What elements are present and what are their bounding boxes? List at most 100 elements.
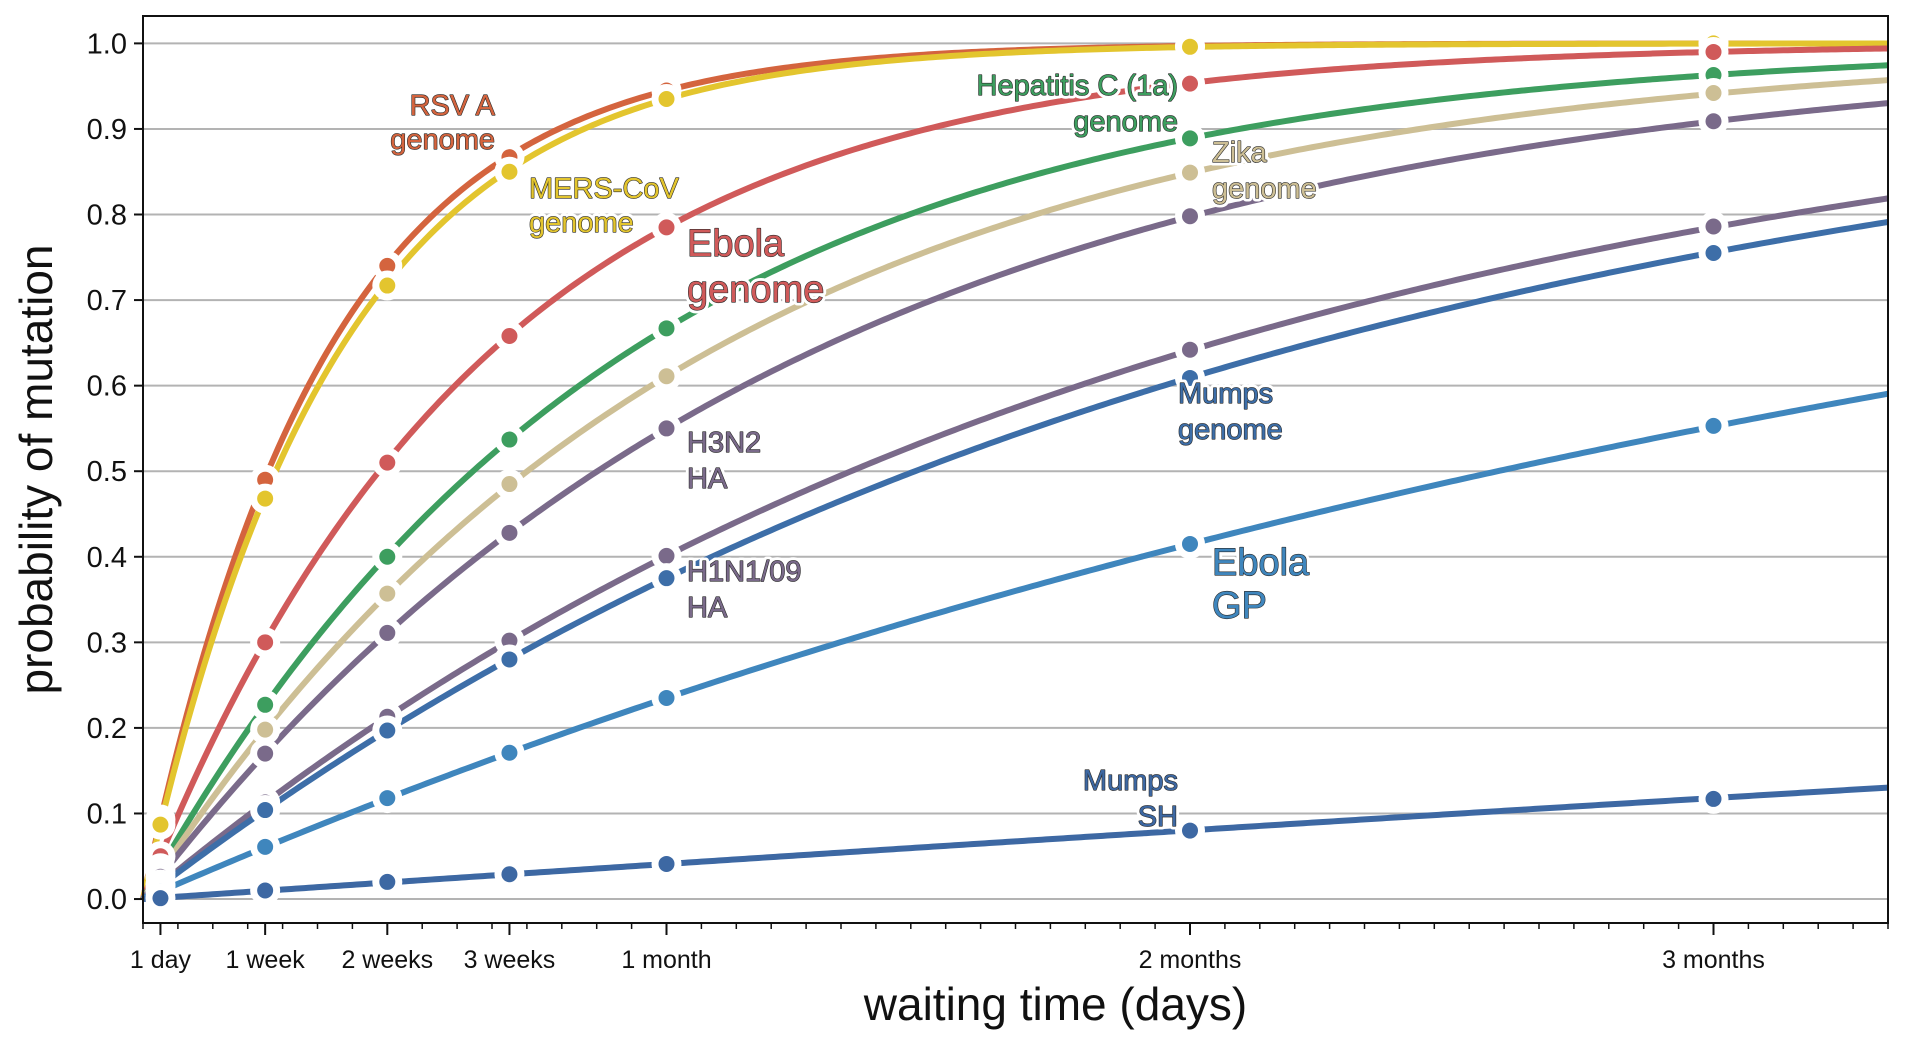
data-point: [658, 420, 675, 437]
data-point: [379, 585, 396, 602]
series-label: Ebola: [687, 223, 785, 265]
series-label-halo: genome: [1073, 106, 1178, 138]
data-point: [1705, 43, 1722, 60]
series-label-halo: genome: [529, 207, 634, 239]
series-label: Ebola: [1212, 542, 1310, 584]
x-tick-label: 3 months: [1662, 946, 1765, 974]
data-point: [257, 696, 274, 713]
x-tick-label: 1 day: [130, 946, 192, 974]
series-label: genome: [687, 269, 824, 311]
data-point: [379, 454, 396, 471]
series-label: Hepatitis C (1a): [977, 70, 1178, 102]
data-point: [658, 855, 675, 872]
data-point: [257, 838, 274, 855]
data-point: [501, 744, 518, 761]
series-label: genome: [1178, 414, 1283, 446]
data-point: [1182, 130, 1198, 147]
series-label: Mumps: [1178, 378, 1273, 410]
series-line: [142, 784, 1889, 903]
data-point: [1182, 369, 1198, 386]
series-line: [141, 390, 1889, 902]
data-point: [379, 873, 396, 890]
data-point: [379, 790, 396, 807]
y-axis-title: probability of mutation: [10, 244, 62, 694]
series-label-halo: genome: [1178, 414, 1283, 446]
series-label: SH: [1138, 801, 1178, 833]
series-line: [140, 40, 1888, 900]
series-label: GP: [1212, 585, 1267, 627]
data-point: [501, 632, 518, 649]
series-line: [140, 77, 1889, 901]
y-axis: 0.0 0.1 0.2 0.3 0.4 0.5 0.6 0.7 0.8 0.9 1.0: [87, 28, 143, 916]
series-label-halo: Mumps: [1178, 378, 1273, 410]
data-point: [1182, 822, 1198, 839]
series-curves: [140, 40, 1889, 903]
data-point: [257, 634, 274, 651]
data-point: [257, 882, 274, 899]
series-label-halo: Mumps: [1083, 765, 1178, 797]
series-line: [140, 45, 1889, 901]
data-point: [1182, 208, 1198, 225]
data-point: [658, 570, 675, 587]
series-label: H1N1/09: [687, 556, 801, 588]
gridlines: [143, 42, 1888, 901]
series-label: H3N2: [687, 427, 761, 459]
x-tick-label: 1 week: [226, 946, 306, 974]
data-point: [1182, 38, 1198, 55]
data-point: [501, 651, 518, 668]
series-line: [140, 62, 1889, 901]
series-label-halo: genome: [687, 269, 824, 311]
x-tick-label: 2 months: [1139, 946, 1242, 974]
x-tick-label: 2 weeks: [341, 946, 433, 974]
y-tick-label: 0.3: [87, 627, 127, 659]
series-label: Mumps: [1083, 765, 1178, 797]
data-point: [1705, 113, 1722, 130]
y-tick-label: 0.0: [87, 884, 127, 916]
data-point: [1705, 790, 1722, 807]
series-label-halo: Hepatitis C (1a): [977, 70, 1178, 102]
series-label: HA: [687, 592, 728, 624]
series-line: [141, 219, 1889, 902]
data-point: [658, 219, 675, 236]
series-label: RSV A: [410, 90, 496, 122]
data-point: [1182, 164, 1198, 181]
series-label: genome: [1212, 173, 1317, 205]
series-label: MERS-CoV: [529, 173, 680, 205]
series-line: [141, 195, 1889, 902]
data-point: [1705, 417, 1722, 434]
data-point: [379, 722, 396, 739]
series-label-halo: Zika: [1212, 137, 1268, 169]
series-label-halo: RSV A: [410, 90, 496, 122]
x-axis-title: waiting time (days): [863, 978, 1247, 1030]
series-label-halo: Ebola: [1212, 542, 1310, 584]
series-points: [145, 28, 1729, 914]
data-point: [501, 476, 518, 493]
data-point: [501, 431, 518, 448]
data-point: [501, 163, 518, 180]
series-label-halo: Ebola: [687, 223, 785, 265]
y-tick-label: 0.2: [87, 713, 127, 745]
data-point: [658, 689, 675, 706]
series-label: genome: [529, 207, 634, 239]
y-tick-label: 1.0: [87, 28, 127, 60]
series-label-halo: HA: [687, 592, 728, 624]
series-label-halo: HA: [687, 463, 728, 495]
data-point: [1182, 75, 1198, 92]
y-tick-label: 0.7: [87, 285, 127, 317]
y-tick-label: 0.6: [87, 371, 127, 403]
data-point: [1705, 218, 1722, 235]
data-point: [379, 257, 396, 274]
series-label-halo: H1N1/09: [687, 556, 801, 588]
data-point: [257, 721, 274, 738]
data-point: [257, 490, 274, 507]
data-point: [658, 547, 675, 564]
data-point: [257, 745, 274, 762]
series-label: HA: [687, 463, 728, 495]
data-point: [257, 471, 274, 488]
series-label: genome: [390, 124, 495, 156]
y-tick-label: 0.4: [87, 542, 127, 574]
series-label-halo: genome: [390, 124, 495, 156]
series-label-halo: SH: [1138, 801, 1178, 833]
